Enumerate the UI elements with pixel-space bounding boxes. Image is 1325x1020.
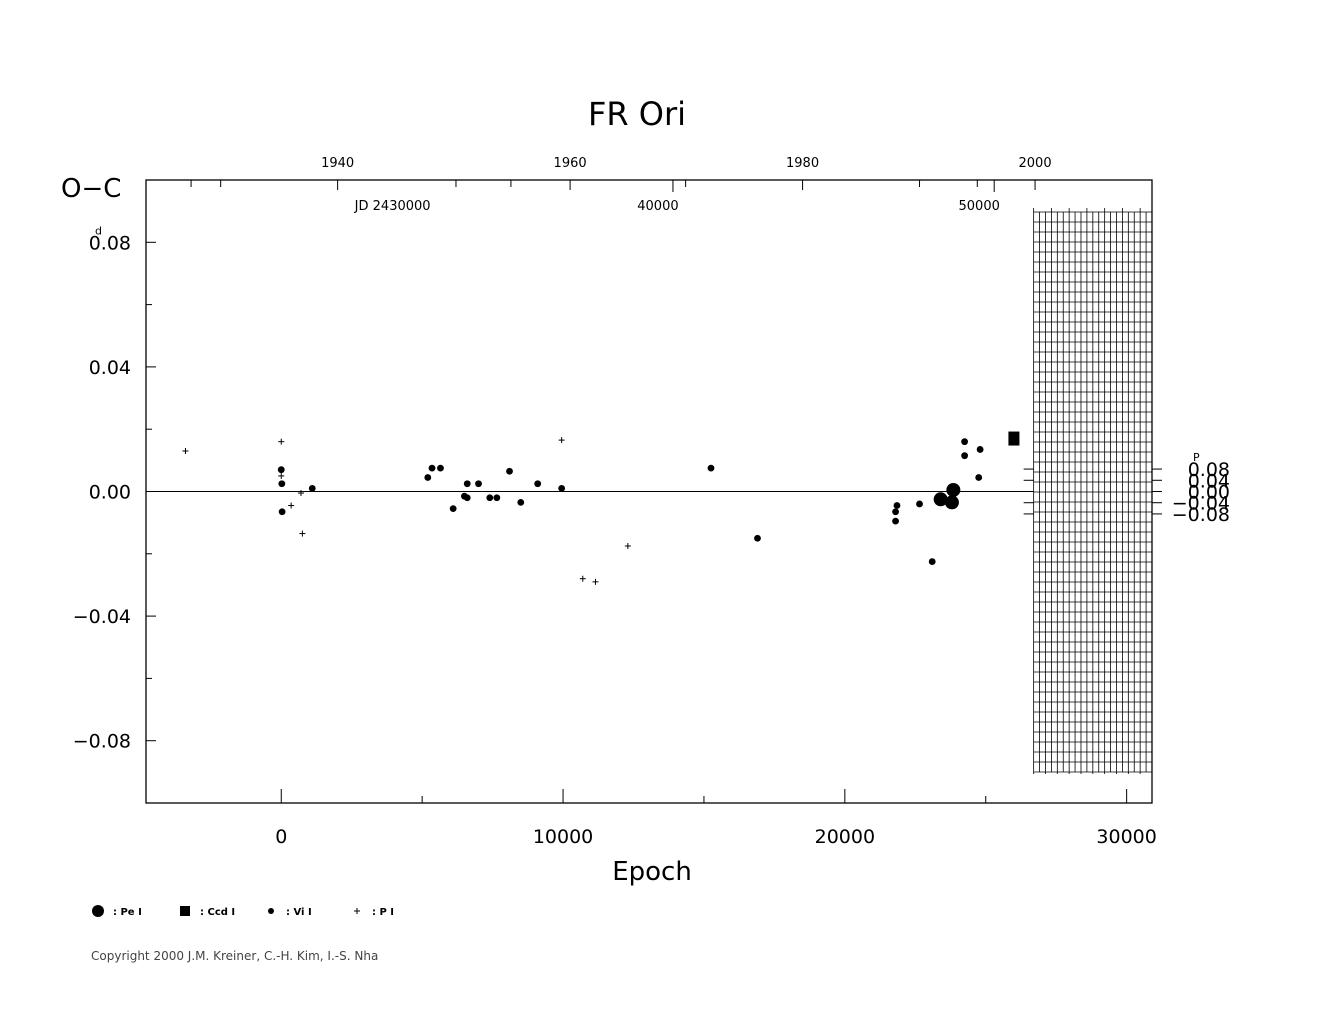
- data-point-vi: [754, 534, 761, 542]
- data-point-vi: [437, 464, 444, 472]
- y-tick-label-right: 0.08: [1188, 459, 1230, 481]
- data-point-p: [278, 472, 285, 479]
- data-point-vi: [308, 484, 316, 492]
- data-point-vi: [707, 464, 715, 472]
- data-point-vi: [892, 508, 899, 516]
- copyright-text: Copyright 2000 J.M. Kreiner, C.-H. Kim, …: [91, 949, 379, 963]
- legend-marker: [268, 908, 274, 914]
- legend-label: : P I: [372, 907, 394, 918]
- y-tick-label-left: −0.04: [73, 606, 131, 628]
- data-point-p: [579, 575, 586, 582]
- data-points: [182, 431, 1020, 585]
- y-tick-label-right: −0.08: [1172, 504, 1230, 526]
- legend-marker: [92, 905, 104, 917]
- data-point-vi: [976, 446, 984, 453]
- data-point-vi: [893, 502, 901, 509]
- top-year-label: 1980: [786, 156, 819, 171]
- data-point-p: [558, 437, 565, 444]
- data-point-vi: [486, 494, 494, 502]
- data-point-vi: [463, 480, 471, 488]
- data-point-vi: [449, 505, 457, 513]
- data-point-p: [278, 438, 285, 445]
- data-point-p: [297, 490, 304, 497]
- data-point-vi: [424, 474, 432, 481]
- data-point-vi: [278, 480, 286, 488]
- data-point-vi: [517, 499, 525, 506]
- top-year-label: 1940: [321, 156, 354, 171]
- data-point-pe: [944, 495, 959, 510]
- y-tick-label-right: 0.00: [1188, 482, 1230, 504]
- data-point-p: [182, 448, 189, 455]
- y-unit-left: d: [95, 224, 102, 237]
- y-tick-label-left: 0.04: [89, 357, 131, 379]
- y-tick-label-left: 0.00: [89, 482, 131, 504]
- y-axis-label: O−C: [61, 174, 121, 204]
- data-point-p: [288, 502, 295, 509]
- legend: : Pe I : Ccd I : Vi I : P I: [92, 905, 394, 918]
- data-point-vi: [975, 474, 983, 481]
- data-point-pe: [946, 482, 961, 497]
- data-point-vi: [558, 484, 566, 492]
- x-tick-label: 0: [275, 826, 287, 848]
- data-point-vi: [892, 517, 899, 525]
- data-point-vi: [534, 480, 542, 488]
- x-tick-label: 10000: [533, 826, 593, 848]
- data-point-p: [592, 578, 599, 585]
- y-tick-label-right: −0.04: [1172, 493, 1230, 515]
- data-point-vi: [475, 480, 482, 488]
- jd-label: 40000: [637, 199, 678, 214]
- data-point-p: [624, 543, 631, 550]
- data-point-vi: [493, 494, 501, 502]
- y-tick-label-left: 0.08: [89, 232, 131, 254]
- data-point-vi: [961, 452, 969, 460]
- data-point-vi: [916, 500, 923, 508]
- x-tick-label: 20000: [815, 826, 875, 848]
- x-axis-label: Epoch: [612, 857, 692, 887]
- data-point-vi: [506, 467, 513, 475]
- top-year-label: 2000: [1019, 156, 1052, 171]
- data-point-p: [299, 530, 306, 537]
- data-point-ccd: [1008, 431, 1020, 446]
- phase-grid-block: [1033, 208, 1153, 774]
- legend-label: : Vi I: [286, 907, 312, 918]
- jd-label: JD 2430000: [354, 199, 431, 214]
- legend-marker: [180, 906, 190, 916]
- top-year-label: 1960: [554, 156, 587, 171]
- data-point-vi: [428, 464, 436, 472]
- x-tick-label: 30000: [1096, 826, 1156, 848]
- legend-label: : Ccd I: [200, 907, 235, 918]
- data-point-pe: [933, 492, 948, 507]
- chart-title: FR Ori: [588, 95, 686, 133]
- y-tick-label-right: 0.04: [1188, 470, 1230, 492]
- y-tick-label-left: −0.08: [73, 731, 131, 753]
- legend-label: : Pe I: [113, 907, 142, 918]
- jd-label: 50000: [959, 199, 1000, 214]
- data-point-vi: [928, 558, 936, 565]
- data-point-vi: [961, 438, 969, 446]
- y-unit-right: P: [1193, 451, 1200, 464]
- data-point-vi: [278, 508, 286, 516]
- legend-marker: [354, 908, 360, 914]
- data-point-vi: [277, 466, 285, 474]
- axes-ticks: 0 10000 20000 300000.080.040.00−0.04−0.08d0…: [73, 156, 1230, 848]
- data-point-vi: [463, 494, 471, 502]
